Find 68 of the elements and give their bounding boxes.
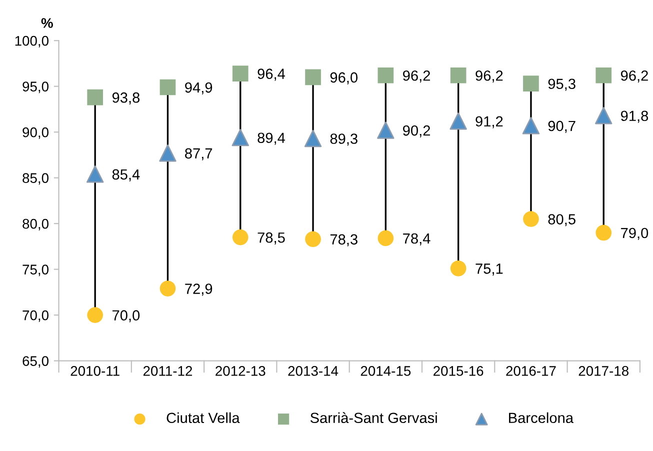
data-label: 87,7 bbox=[185, 148, 212, 160]
point bbox=[595, 107, 612, 124]
y-axis-title: % bbox=[41, 18, 53, 28]
x-tick-label: 2011-12 bbox=[143, 366, 192, 376]
point bbox=[232, 66, 248, 82]
point bbox=[377, 122, 394, 139]
y-tick-label: 65,0 bbox=[22, 356, 49, 368]
x-tick-label: 2013-14 bbox=[288, 366, 338, 376]
x-tick-label: 2015-16 bbox=[434, 366, 484, 376]
data-label: 78,4 bbox=[403, 233, 430, 246]
point bbox=[305, 231, 321, 248]
y-tick-label: 85,0 bbox=[22, 173, 49, 185]
data-label: 91,2 bbox=[476, 116, 503, 128]
data-label: 95,3 bbox=[548, 78, 576, 91]
x-tick-label: 2017-18 bbox=[578, 366, 628, 376]
point bbox=[450, 112, 467, 130]
data-label: 94,9 bbox=[185, 82, 212, 94]
legend-label: Barcelona bbox=[509, 412, 574, 424]
data-label: 85,4 bbox=[112, 169, 140, 182]
y-tick-label: 95,0 bbox=[22, 82, 49, 94]
data-label: 89,3 bbox=[330, 134, 358, 146]
point bbox=[523, 211, 539, 227]
point bbox=[87, 89, 104, 106]
point bbox=[87, 307, 104, 323]
data-label: 72,9 bbox=[185, 284, 212, 296]
point bbox=[523, 76, 539, 92]
legend-label: Ciutat Vella bbox=[166, 412, 240, 424]
y-tick-label: 90,0 bbox=[22, 127, 49, 139]
data-label: 79,0 bbox=[621, 228, 648, 240]
data-label: 91,8 bbox=[620, 110, 648, 123]
data-label: 90,2 bbox=[403, 125, 430, 138]
point bbox=[596, 67, 612, 84]
data-label: 78,5 bbox=[258, 232, 285, 244]
point bbox=[596, 224, 612, 241]
point bbox=[522, 117, 540, 134]
point bbox=[232, 229, 248, 246]
point bbox=[378, 230, 394, 246]
point bbox=[378, 67, 394, 84]
y-tick-label: 75,0 bbox=[22, 264, 49, 276]
data-label: 93,8 bbox=[112, 92, 140, 104]
data-label: 96,2 bbox=[403, 70, 430, 83]
data-label: 89,4 bbox=[258, 132, 286, 145]
y-tick-label: 70,0 bbox=[22, 310, 49, 322]
point bbox=[304, 130, 322, 148]
data-label: 96,4 bbox=[258, 68, 286, 81]
data-label: 96,2 bbox=[476, 70, 503, 83]
point bbox=[305, 69, 321, 86]
x-tick-label: 2016-17 bbox=[506, 366, 556, 376]
x-tick-label: 2012-13 bbox=[216, 366, 266, 376]
data-label: 90,7 bbox=[548, 120, 576, 133]
point bbox=[232, 128, 249, 146]
y-tick-label: 80,0 bbox=[22, 218, 49, 230]
data-label: 70,0 bbox=[112, 310, 140, 322]
point bbox=[450, 260, 466, 276]
data-label: 75,1 bbox=[476, 264, 503, 276]
data-label: 80,5 bbox=[548, 214, 576, 226]
x-tick-label: 2010-11 bbox=[70, 366, 120, 376]
data-label: 96,2 bbox=[620, 70, 648, 83]
y-tick-label: 100,0 bbox=[15, 36, 49, 48]
legend-label: Sarrià-Sant Gervasi bbox=[310, 412, 437, 424]
data-label: 96,0 bbox=[330, 72, 358, 84]
x-tick-label: 2014-15 bbox=[360, 366, 411, 376]
point bbox=[86, 166, 104, 183]
data-label: 78,3 bbox=[330, 234, 358, 246]
point bbox=[159, 144, 176, 162]
point bbox=[160, 280, 176, 296]
point bbox=[160, 79, 176, 96]
point bbox=[450, 67, 466, 84]
